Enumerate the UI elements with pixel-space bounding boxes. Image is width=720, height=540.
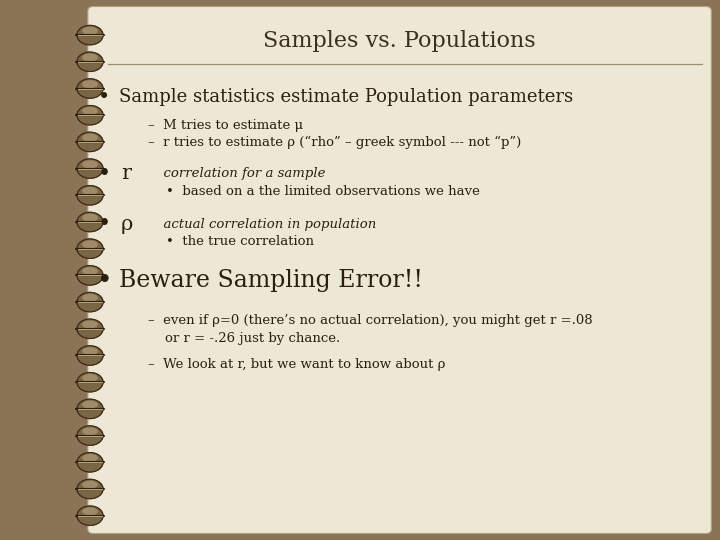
Ellipse shape xyxy=(82,160,98,168)
Ellipse shape xyxy=(76,265,104,286)
Ellipse shape xyxy=(76,51,104,72)
Text: –  M tries to estimate μ: – M tries to estimate μ xyxy=(148,119,302,132)
Ellipse shape xyxy=(82,267,98,275)
Ellipse shape xyxy=(76,426,104,446)
Ellipse shape xyxy=(82,240,98,248)
Ellipse shape xyxy=(82,214,98,222)
Ellipse shape xyxy=(82,481,98,489)
Text: actual correlation in population: actual correlation in population xyxy=(155,218,376,231)
Ellipse shape xyxy=(82,374,98,382)
Text: ρ: ρ xyxy=(121,214,133,234)
Ellipse shape xyxy=(76,25,104,45)
Ellipse shape xyxy=(82,401,98,409)
Ellipse shape xyxy=(82,320,98,328)
Ellipse shape xyxy=(77,25,103,45)
Ellipse shape xyxy=(77,373,103,392)
Ellipse shape xyxy=(77,266,103,285)
Ellipse shape xyxy=(82,133,98,141)
Ellipse shape xyxy=(77,292,103,312)
Ellipse shape xyxy=(76,132,104,152)
Ellipse shape xyxy=(76,452,104,472)
Text: –  We look at r, but we want to know about ρ: – We look at r, but we want to know abou… xyxy=(148,358,445,371)
Ellipse shape xyxy=(82,508,98,515)
Ellipse shape xyxy=(77,399,103,418)
Text: •: • xyxy=(98,163,111,185)
Text: correlation for a sample: correlation for a sample xyxy=(155,167,325,180)
Ellipse shape xyxy=(82,294,98,302)
Text: •: • xyxy=(98,87,111,107)
Ellipse shape xyxy=(82,187,98,195)
Text: •  the true correlation: • the true correlation xyxy=(166,235,314,248)
Ellipse shape xyxy=(82,347,98,355)
Ellipse shape xyxy=(82,26,98,35)
Text: •: • xyxy=(96,268,112,293)
Ellipse shape xyxy=(77,105,103,125)
Text: r: r xyxy=(121,164,131,184)
FancyBboxPatch shape xyxy=(88,6,711,534)
Ellipse shape xyxy=(76,212,104,232)
Text: –  r tries to estimate ρ (“rho” – greek symbol --- not “p”): – r tries to estimate ρ (“rho” – greek s… xyxy=(148,136,521,148)
Ellipse shape xyxy=(76,505,104,526)
Ellipse shape xyxy=(82,427,98,435)
Ellipse shape xyxy=(77,480,103,499)
Ellipse shape xyxy=(77,79,103,98)
Ellipse shape xyxy=(77,52,103,71)
Ellipse shape xyxy=(76,78,104,99)
Ellipse shape xyxy=(77,239,103,259)
Text: •  based on a the limited observations we have: • based on a the limited observations we… xyxy=(166,185,480,198)
Ellipse shape xyxy=(82,80,98,88)
Ellipse shape xyxy=(77,159,103,178)
Ellipse shape xyxy=(76,239,104,259)
Text: •: • xyxy=(98,213,111,235)
Text: Sample statistics estimate Population parameters: Sample statistics estimate Population pa… xyxy=(119,88,573,106)
Ellipse shape xyxy=(77,186,103,205)
Ellipse shape xyxy=(77,453,103,472)
Ellipse shape xyxy=(76,319,104,339)
Text: –  even if ρ=0 (there’s no actual correlation), you might get r =.08: – even if ρ=0 (there’s no actual correla… xyxy=(148,314,593,327)
Ellipse shape xyxy=(77,346,103,365)
Ellipse shape xyxy=(76,105,104,125)
Text: Beware Sampling Error!!: Beware Sampling Error!! xyxy=(119,269,423,292)
Ellipse shape xyxy=(76,185,104,206)
Ellipse shape xyxy=(77,132,103,152)
Text: Samples vs. Populations: Samples vs. Populations xyxy=(264,30,536,51)
Ellipse shape xyxy=(82,454,98,462)
Ellipse shape xyxy=(76,372,104,393)
Ellipse shape xyxy=(77,319,103,339)
Ellipse shape xyxy=(82,53,98,62)
Ellipse shape xyxy=(82,107,98,115)
Ellipse shape xyxy=(77,506,103,525)
Ellipse shape xyxy=(76,158,104,179)
Ellipse shape xyxy=(76,479,104,500)
Ellipse shape xyxy=(77,212,103,232)
Ellipse shape xyxy=(77,426,103,445)
Ellipse shape xyxy=(76,399,104,419)
Text: or r = -.26 just by chance.: or r = -.26 just by chance. xyxy=(148,332,340,345)
Ellipse shape xyxy=(76,292,104,312)
Ellipse shape xyxy=(76,345,104,366)
